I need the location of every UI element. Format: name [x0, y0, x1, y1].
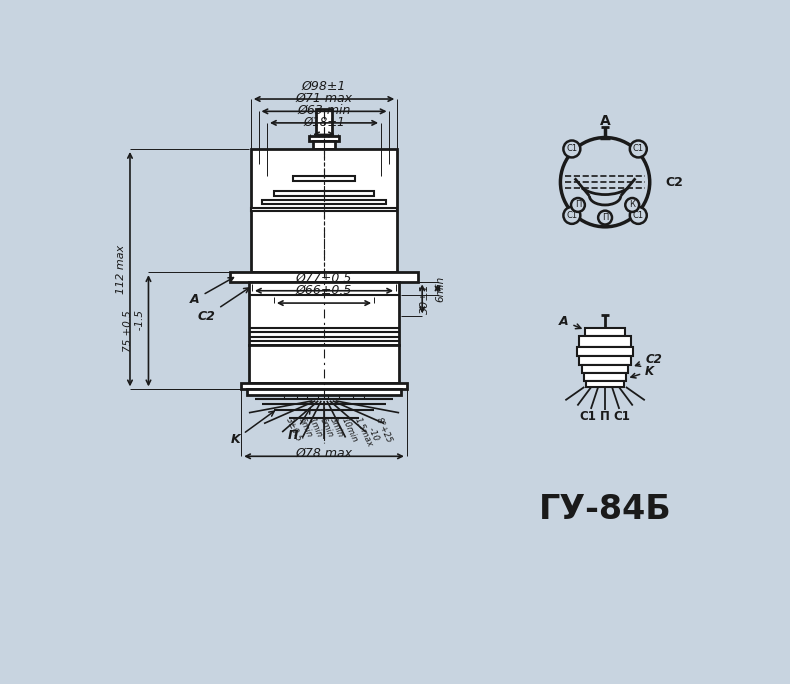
Text: 3±0.5: 3±0.5	[284, 417, 303, 443]
Circle shape	[625, 198, 639, 212]
Text: Ø78 max: Ø78 max	[295, 447, 352, 460]
Text: A: A	[600, 114, 611, 128]
Text: С1: С1	[566, 211, 577, 220]
Bar	[582, 365, 628, 373]
Text: 6min: 6min	[435, 276, 446, 302]
Bar	[251, 207, 397, 211]
Bar	[274, 191, 374, 196]
Text: П: П	[602, 213, 608, 222]
Circle shape	[563, 207, 581, 224]
Text: Ø77±0.5: Ø77±0.5	[295, 272, 352, 285]
Text: 5min: 5min	[297, 417, 314, 439]
Text: C1: C1	[614, 410, 630, 423]
Text: 10min: 10min	[340, 417, 359, 444]
Text: C2: C2	[665, 176, 683, 189]
Text: 112 max: 112 max	[116, 245, 126, 294]
Text: Ø63 min: Ø63 min	[297, 104, 351, 117]
Text: K: K	[631, 365, 654, 378]
Text: 6min: 6min	[318, 417, 335, 439]
Text: С1: С1	[566, 144, 577, 153]
Text: Ø98±1: Ø98±1	[302, 80, 346, 93]
Bar	[579, 356, 631, 365]
Text: П: П	[288, 408, 310, 442]
Text: П: П	[600, 410, 610, 423]
Text: С1: С1	[633, 144, 644, 153]
Bar	[310, 136, 339, 142]
Text: C1: C1	[580, 410, 596, 423]
Text: Ø71 max: Ø71 max	[295, 92, 352, 105]
Text: К: К	[629, 200, 635, 209]
Text: 8°+25
  -10: 8°+25 -10	[364, 417, 393, 449]
Circle shape	[563, 140, 581, 157]
Bar	[316, 109, 332, 136]
Bar	[584, 373, 626, 381]
Bar	[314, 142, 335, 149]
Circle shape	[630, 207, 647, 224]
Bar	[585, 328, 625, 336]
Text: C2: C2	[635, 353, 662, 367]
Text: П: П	[575, 200, 581, 209]
Text: 3min: 3min	[328, 417, 345, 439]
Text: K: K	[231, 411, 274, 446]
Text: Ø66±0.5: Ø66±0.5	[295, 284, 352, 297]
Bar	[579, 336, 631, 347]
Text: C2: C2	[198, 288, 249, 323]
Text: 75 +0.5
   -1.5: 75 +0.5 -1.5	[123, 310, 145, 352]
Bar	[249, 282, 399, 345]
Bar	[230, 272, 419, 282]
Text: С1: С1	[633, 211, 644, 220]
Bar	[577, 347, 633, 356]
Text: 30±1: 30±1	[420, 283, 430, 314]
Circle shape	[598, 211, 612, 224]
Bar	[293, 176, 355, 181]
Text: 1min: 1min	[307, 417, 324, 439]
Bar	[251, 149, 397, 272]
Text: 1.5max: 1.5max	[352, 417, 374, 449]
Bar	[249, 345, 399, 383]
Circle shape	[630, 140, 647, 157]
Bar	[241, 383, 407, 389]
Text: A: A	[190, 278, 234, 306]
Text: A: A	[559, 315, 581, 329]
Bar	[262, 200, 386, 204]
Circle shape	[571, 198, 585, 212]
Bar	[586, 381, 624, 387]
Bar	[247, 389, 401, 395]
Text: Ø18±1: Ø18±1	[303, 116, 345, 129]
Text: ГУ-84Б: ГУ-84Б	[539, 493, 672, 526]
